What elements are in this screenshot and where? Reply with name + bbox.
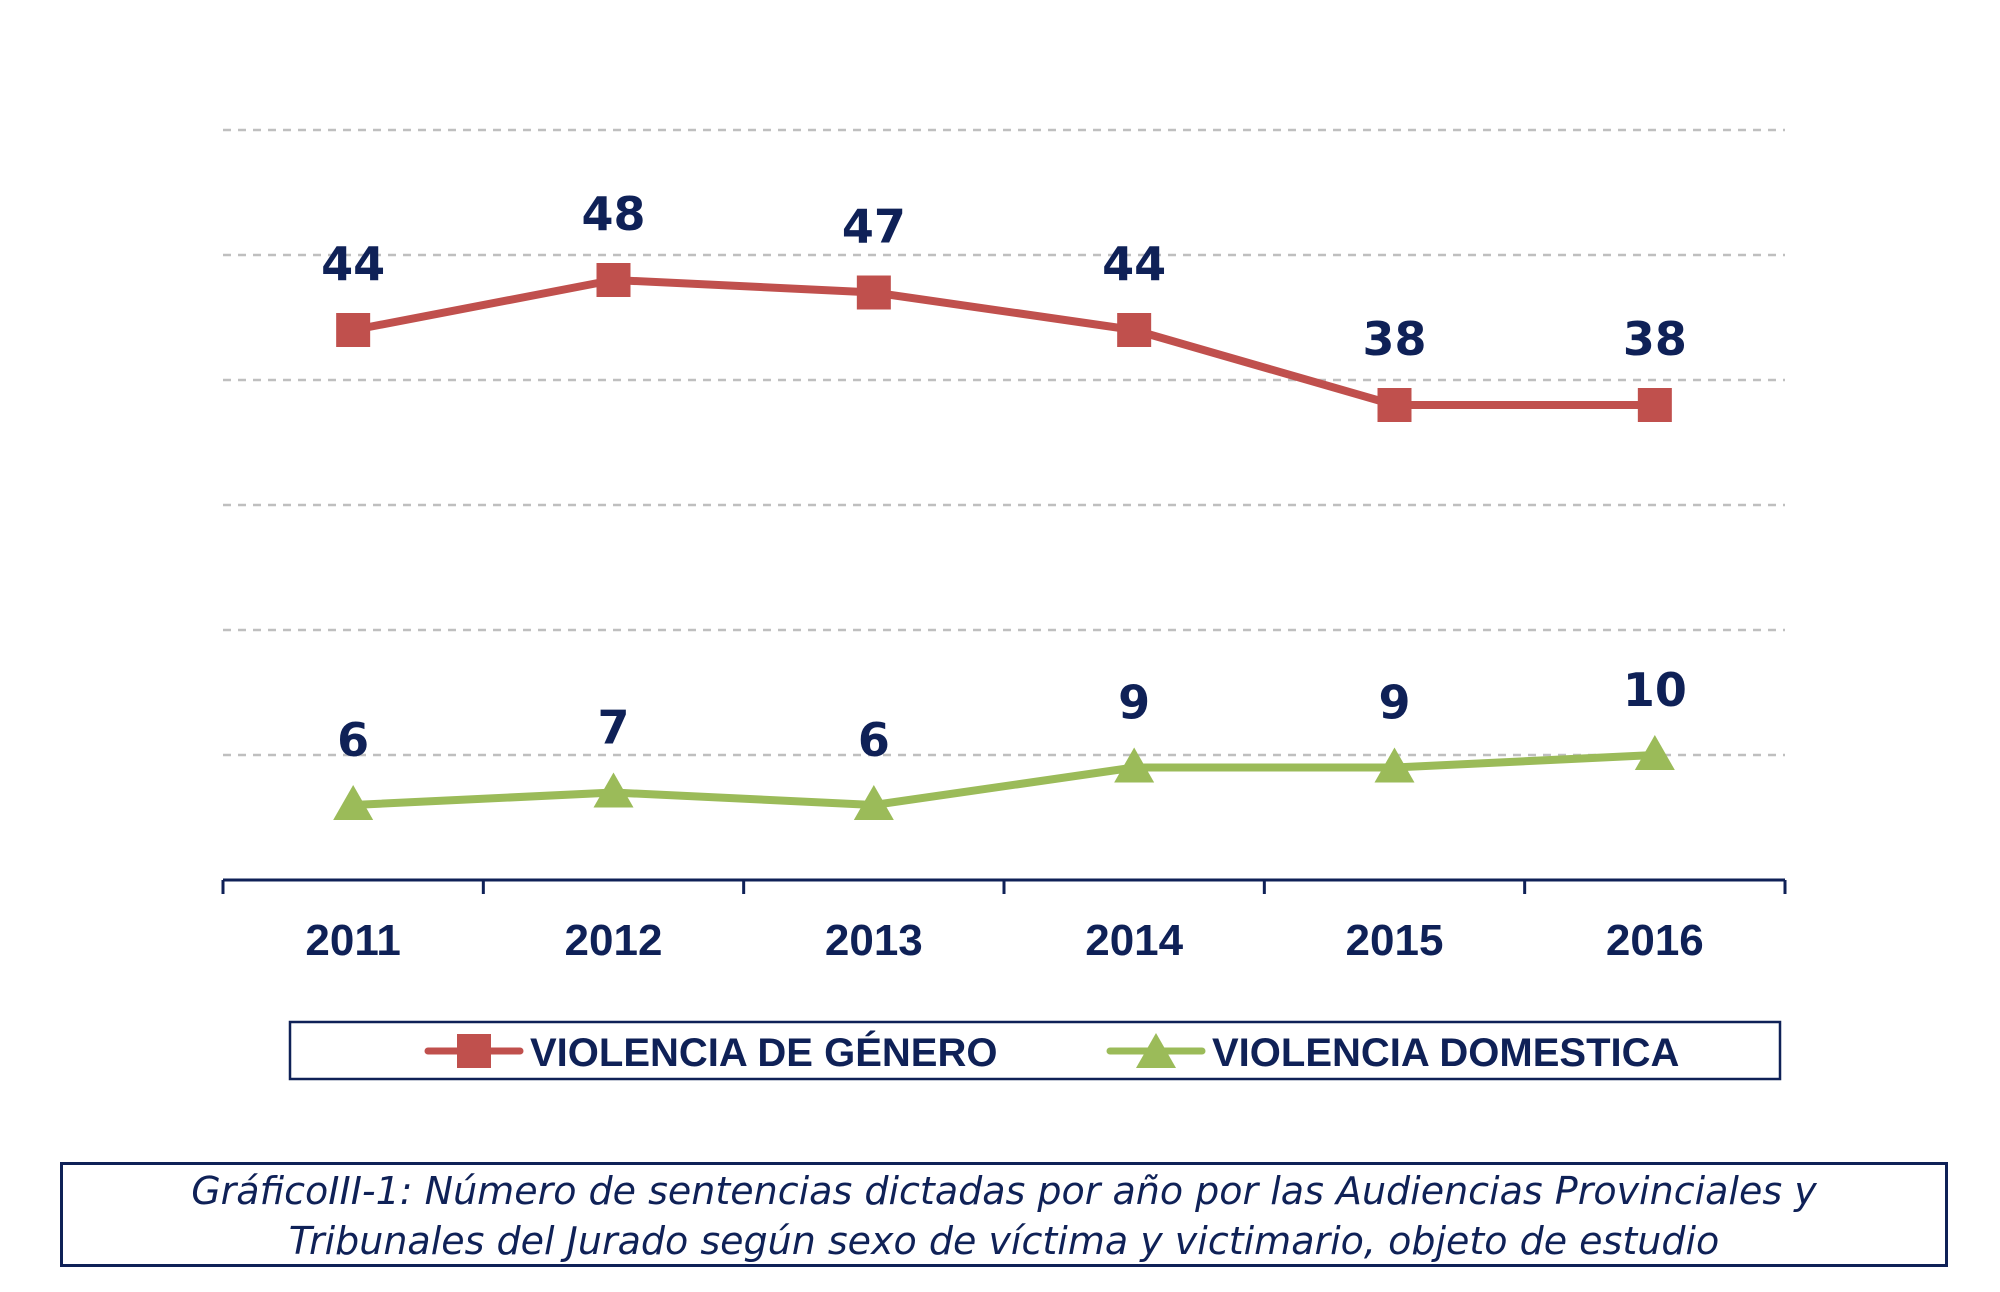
data-point-triangle xyxy=(1114,747,1155,783)
x-tick-label: 2011 xyxy=(305,916,400,965)
legend-label-1: VIOLENCIA DE GÉNERO xyxy=(530,1030,997,1075)
data-label: 7 xyxy=(597,701,629,755)
x-tick-label: 2016 xyxy=(1606,916,1704,965)
legend-marker-triangle xyxy=(1136,1033,1176,1068)
data-label: 6 xyxy=(337,713,369,767)
data-point-triangle xyxy=(333,785,374,820)
data-point-triangle xyxy=(853,785,894,820)
data-label: 9 xyxy=(1118,676,1150,730)
caption-line-1: GráficoIII-1: Número de sentencias dicta… xyxy=(191,1169,1817,1213)
data-label: 48 xyxy=(581,187,645,241)
data-point-square xyxy=(1637,388,1672,422)
data-point-square xyxy=(596,263,631,297)
data-point-triangle xyxy=(1374,747,1415,783)
data-point-square xyxy=(1117,313,1152,347)
x-tick-label: 2014 xyxy=(1085,916,1183,965)
figure-caption: GráficoIII-1: Número de sentencias dicta… xyxy=(60,1162,1948,1267)
data-point-triangle xyxy=(593,772,634,808)
x-tick-label: 2012 xyxy=(565,916,663,965)
data-point-square xyxy=(336,313,371,347)
legend-marker-square xyxy=(457,1034,491,1068)
series-line-1 xyxy=(349,276,1659,409)
x-axis: 2011 2012 2013 2014 2015 2016 xyxy=(221,878,1787,965)
x-tick-label: 2015 xyxy=(1346,916,1444,965)
x-tick-label: 2013 xyxy=(825,916,923,965)
line-chart: 2011 2012 2013 2014 2015 2016 44 48 47 44 38 38 6 7 6… xyxy=(221,128,1787,1081)
data-point-square xyxy=(1377,388,1412,422)
data-label: 44 xyxy=(1102,237,1166,291)
data-labels: 44 48 47 44 38 38 6 7 6 9 9 10 xyxy=(321,187,1687,767)
data-label: 38 xyxy=(1623,312,1687,366)
data-label: 47 xyxy=(842,200,906,254)
gridlines xyxy=(223,128,1785,757)
series xyxy=(333,263,1675,820)
data-label: 44 xyxy=(321,237,385,291)
data-label: 6 xyxy=(858,713,890,767)
series-line-2 xyxy=(349,751,1659,809)
data-label: 9 xyxy=(1378,676,1410,730)
data-point-triangle xyxy=(1634,735,1675,770)
legend-box xyxy=(288,1020,1782,1081)
data-label: 38 xyxy=(1362,312,1426,366)
data-label: 10 xyxy=(1623,663,1687,717)
data-point-square xyxy=(856,275,891,310)
legend: VIOLENCIA DE GÉNERO VIOLENCIA DOMESTICA xyxy=(288,1020,1782,1081)
caption-line-2: Tribunales del Jurado según sexo de víct… xyxy=(288,1219,1720,1263)
legend-label-2: VIOLENCIA DOMESTICA xyxy=(1212,1031,1679,1075)
